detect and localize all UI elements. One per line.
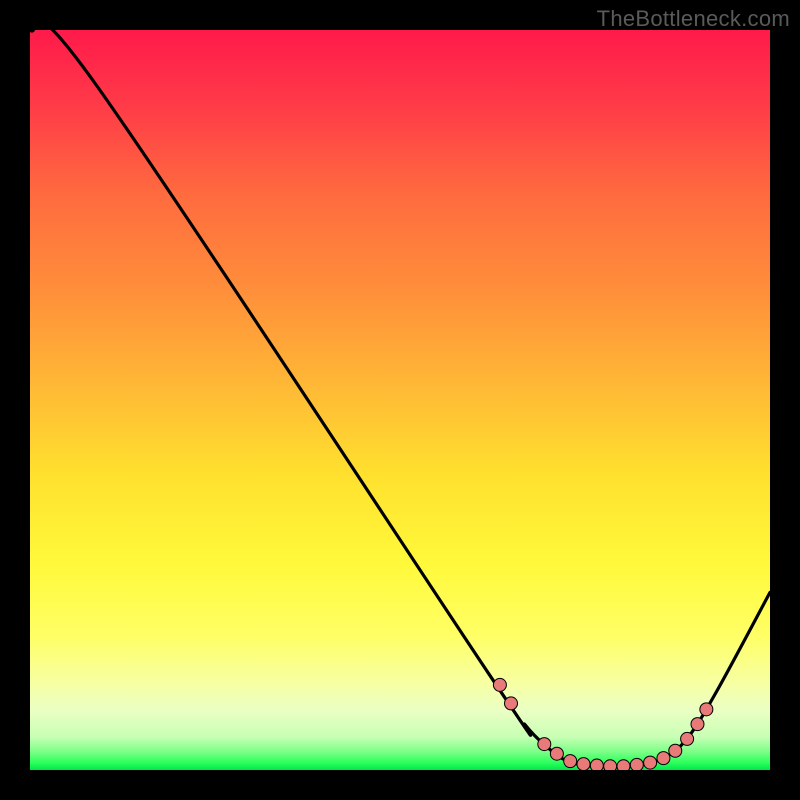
curve-marker (505, 697, 518, 710)
curve-marker (590, 759, 603, 770)
curve-marker (691, 718, 704, 731)
curve-marker (630, 758, 643, 770)
gradient-background (30, 30, 770, 770)
chart-container: { "watermark": "TheBottleneck.com", "cha… (0, 0, 800, 800)
curve-marker (657, 752, 670, 765)
watermark-text: TheBottleneck.com (597, 6, 790, 32)
curve-marker (538, 738, 551, 751)
curve-marker (700, 703, 713, 716)
curve-marker (550, 747, 563, 760)
curve-marker (669, 744, 682, 757)
plot-area (30, 30, 770, 770)
curve-marker (577, 758, 590, 770)
chart-svg (30, 30, 770, 770)
curve-marker (564, 755, 577, 768)
curve-marker (493, 678, 506, 691)
curve-marker (681, 732, 694, 745)
curve-marker (617, 760, 630, 770)
curve-marker (604, 760, 617, 770)
curve-marker (644, 756, 657, 769)
